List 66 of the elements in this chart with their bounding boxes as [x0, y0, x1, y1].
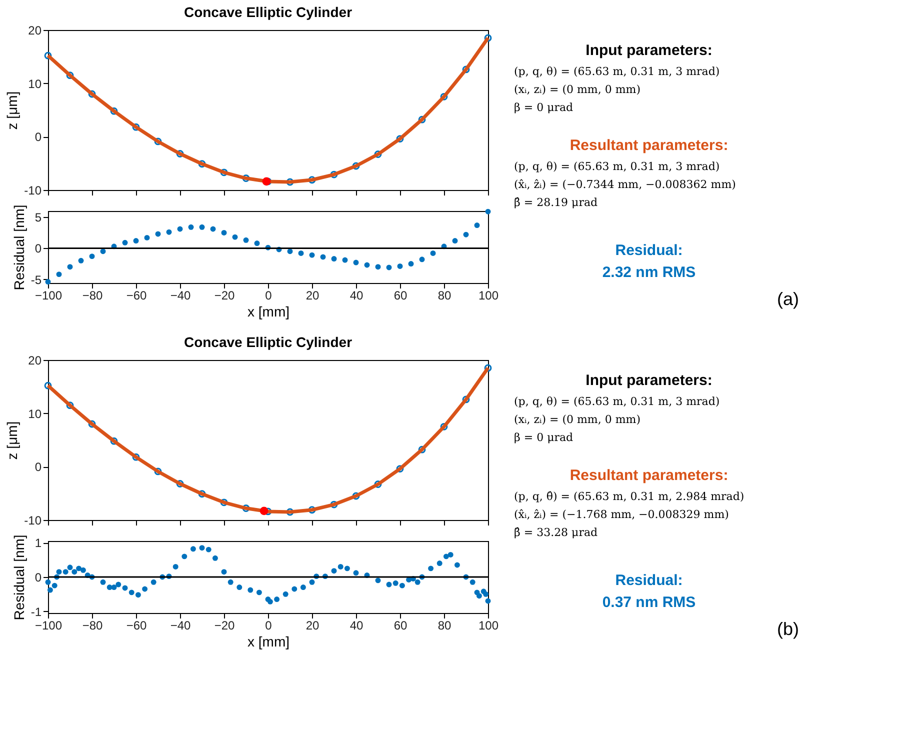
x-tick-label: 0: [265, 618, 272, 632]
x-tick-label: 20: [306, 288, 320, 302]
x-tick-label: 80: [438, 618, 452, 632]
text: (b): [777, 619, 799, 639]
y-tick-label: 0: [34, 460, 42, 474]
x-tick-label: 0: [265, 288, 272, 302]
y-axis-title: z [μm]: [4, 91, 20, 130]
text: (xᵢ, zᵢ) = (0 mm, 0 mm): [514, 413, 640, 426]
y-tick-label: -5: [30, 272, 42, 287]
text: Input parameters:: [586, 372, 712, 389]
y-tick-label: 20: [28, 24, 42, 38]
text: (x̂ᵢ, ẑᵢ) = (−1.768 mm, −0.008329 mm): [514, 508, 729, 521]
x-tick-label: −20: [214, 288, 235, 302]
x-tick-label: 60: [394, 288, 408, 302]
x-tick-label: −100: [34, 618, 62, 632]
text: (p, q, θ̂) = (65.63 m, 0.31 m, 2.984 mrad): [514, 490, 744, 503]
x-tick-label: 60: [394, 618, 408, 632]
y-axis-title: z [μm]: [4, 421, 20, 460]
y-tick-label: 10: [28, 406, 42, 421]
y-axis-title: Residual [nm]: [10, 204, 27, 290]
x-tick-label: 80: [438, 288, 452, 302]
x-tick-label: 40: [350, 288, 364, 302]
text: Resultant parameters:: [570, 137, 728, 154]
text: β = 0 μrad: [514, 101, 574, 114]
text: (x̂ᵢ, ẑᵢ) = (−0.7344 mm, −0.008362 mm): [514, 178, 736, 191]
y-tick-label: -10: [24, 184, 42, 198]
x-tick-label: −80: [82, 618, 103, 632]
y-tick-label: 10: [28, 76, 42, 91]
x-tick-label: −40: [170, 288, 191, 302]
x-tick-label: −60: [126, 288, 147, 302]
x-tick-label: −40: [170, 618, 191, 632]
text: (a): [777, 289, 799, 309]
text: Input parameters:: [586, 42, 712, 59]
x-tick-label: −100: [34, 288, 62, 302]
y-tick-label: 5: [34, 210, 42, 225]
text: Residual:: [615, 242, 683, 259]
text: (p, q, θ) = (65.63 m, 0.31 m, 3 mrad): [514, 65, 720, 78]
text: Resultant parameters:: [570, 467, 728, 484]
x-tick-label: −60: [126, 618, 147, 632]
text: 2.32 nm RMS: [602, 264, 696, 281]
x-tick-label: 40: [350, 618, 364, 632]
text: β = 0 μrad: [514, 431, 574, 444]
x-axis-title: x [mm]: [248, 634, 290, 650]
chart-title: Concave Elliptic Cylinder: [184, 334, 353, 350]
chart-title: Concave Elliptic Cylinder: [184, 4, 353, 20]
x-tick-label: −80: [82, 288, 103, 302]
text: 0.37 nm RMS: [602, 594, 696, 611]
y-tick-label: -10: [24, 514, 42, 528]
y-tick-label: 1: [34, 536, 42, 550]
y-tick-label: 0: [34, 242, 42, 256]
y-tick-label: 20: [28, 354, 42, 368]
text: β̂ = 28.19 μrad: [514, 196, 598, 209]
text: (p, q, θ) = (65.63 m, 0.31 m, 3 mrad): [514, 395, 720, 408]
y-tick-label: 0: [34, 130, 42, 144]
x-tick-label: 20: [306, 618, 320, 632]
y-axis-title: Residual [nm]: [10, 534, 27, 620]
y-tick-label: -1: [30, 604, 42, 619]
text: (p, q, θ) = (65.63 m, 0.31 m, 3 mrad): [514, 160, 720, 173]
x-axis-title: x [mm]: [248, 304, 290, 320]
text: β̂ = 33.28 μrad: [514, 526, 598, 539]
x-tick-label: 100: [478, 618, 499, 632]
x-tick-label: 100: [478, 288, 499, 302]
text: Residual:: [615, 572, 683, 589]
x-tick-label: −20: [214, 618, 235, 632]
text: (xᵢ, zᵢ) = (0 mm, 0 mm): [514, 83, 640, 96]
y-tick-label: 0: [34, 570, 42, 584]
